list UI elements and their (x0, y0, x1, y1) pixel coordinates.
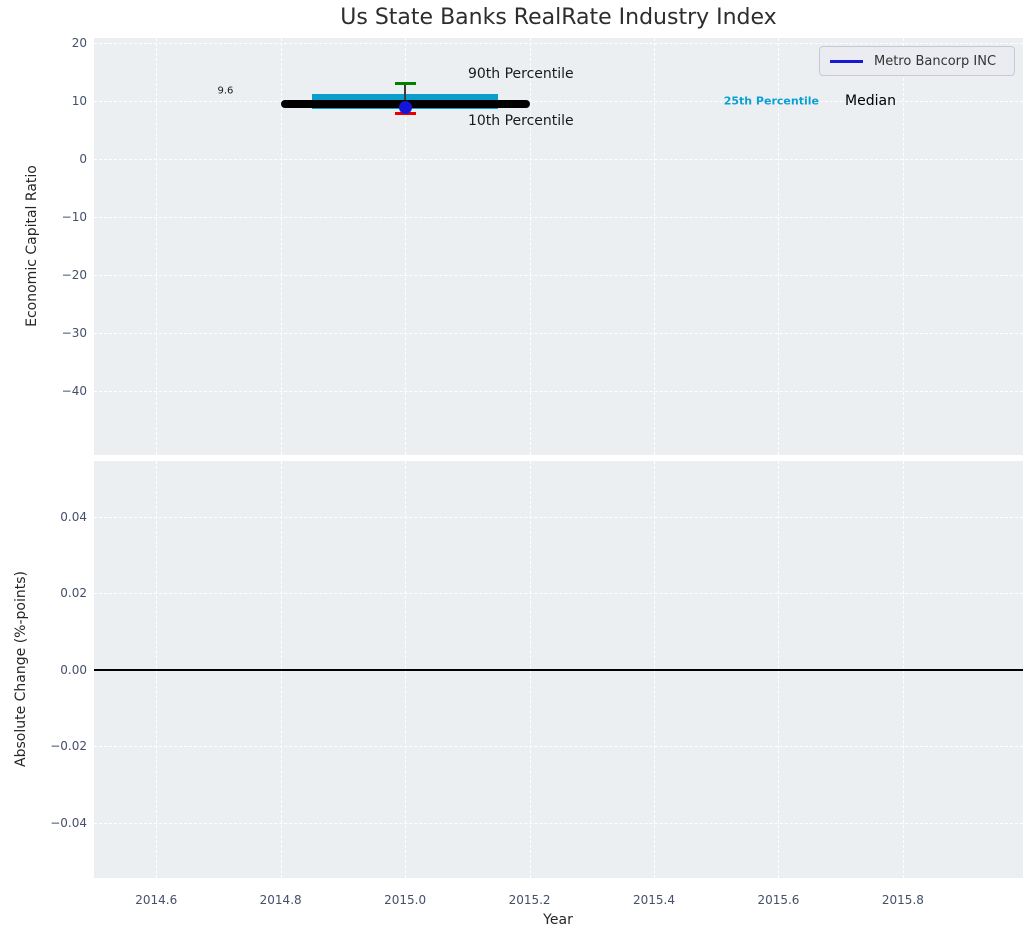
x-tick-label: 2015.0 (384, 893, 427, 907)
company-data-point (398, 101, 412, 115)
x-gridline (280, 38, 282, 455)
top-panel-economic-capital-ratio (94, 38, 1023, 455)
y-tick-label: 20 (71, 36, 87, 51)
annotation-10th-percentile: 10th Percentile (467, 113, 574, 130)
y-tick-label: −0.04 (50, 815, 87, 830)
x-tick-label: 2015.4 (633, 893, 675, 907)
annotation-90th-percentile: 90th Percentile (467, 66, 574, 83)
x-tick-label: 2014.8 (259, 893, 302, 907)
y-tick-label: −20 (61, 268, 87, 283)
zero-line (94, 668, 1023, 671)
x-gridline (405, 38, 407, 455)
annotation-median: Median (845, 93, 896, 110)
y-tick-label: −0.02 (50, 739, 87, 754)
y-tick-label: 0.02 (60, 586, 87, 601)
y-gridline (94, 593, 1023, 595)
x-gridline (529, 38, 531, 455)
annotation-25th-percentile: 25th Percentile (723, 94, 819, 108)
x-gridline (778, 38, 780, 455)
y-gridline (94, 391, 1023, 393)
x-tick-label: 2015.8 (881, 893, 924, 907)
p90-cap (394, 82, 416, 86)
chart-title: Us State Banks RealRate Industry Index (340, 5, 777, 30)
x-gridline (902, 38, 904, 455)
whisker-line (404, 83, 406, 114)
legend: Metro Bancorp INC (819, 46, 1015, 76)
y-tick-label: −40 (61, 384, 87, 399)
x-tick-label: 2015.2 (508, 893, 551, 907)
y-gridline (94, 275, 1023, 277)
y-tick-label: 0.00 (60, 662, 87, 677)
y-gridline (94, 822, 1023, 824)
x-gridline (654, 38, 655, 455)
y-gridline (94, 159, 1023, 161)
y-axis-label-bottom: Absolute Change (%-points) (13, 571, 29, 767)
annotation-median-value: 9.6 (217, 85, 234, 97)
bottom-panel-absolute-change (94, 461, 1023, 878)
y-gridline (94, 101, 1023, 103)
y-axis-label-top: Economic Capital Ratio (24, 165, 40, 327)
y-gridline (94, 43, 1023, 45)
y-tick-label: −10 (61, 210, 87, 225)
y-gridline (94, 746, 1023, 748)
x-gridline (156, 38, 158, 455)
x-tick-label: 2014.6 (135, 893, 178, 907)
legend-label: Metro Bancorp INC (874, 53, 997, 69)
y-tick-label: 10 (71, 94, 87, 109)
y-tick-label: 0.04 (60, 509, 87, 524)
x-axis-label: Year (543, 912, 573, 928)
y-gridline (94, 516, 1023, 518)
legend-line-sample (830, 59, 863, 63)
y-gridline (94, 217, 1023, 219)
x-tick-label: 2015.6 (757, 893, 800, 907)
y-tick-label: −30 (61, 326, 87, 341)
y-tick-label: 0 (79, 152, 87, 167)
y-gridline (94, 333, 1023, 335)
